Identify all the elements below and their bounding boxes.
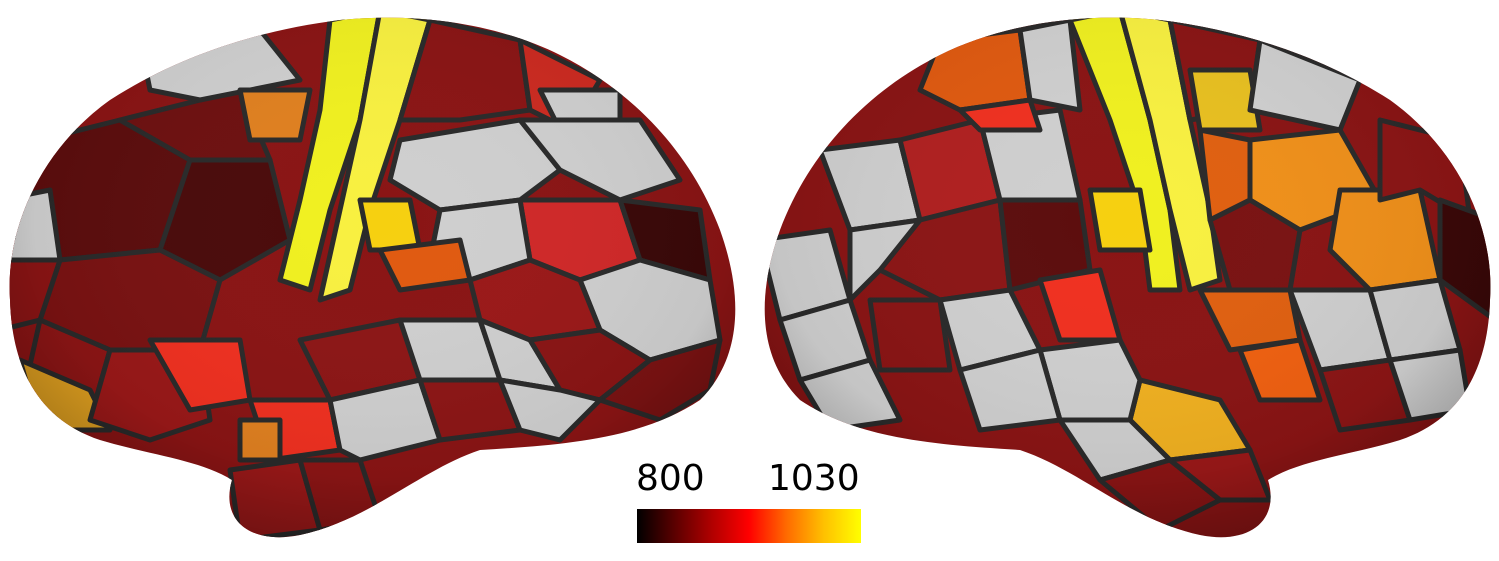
colorbar-min-label: 800 [636,458,705,499]
colorbar [637,509,861,543]
colorbar-max-label: 1030 [768,458,860,499]
